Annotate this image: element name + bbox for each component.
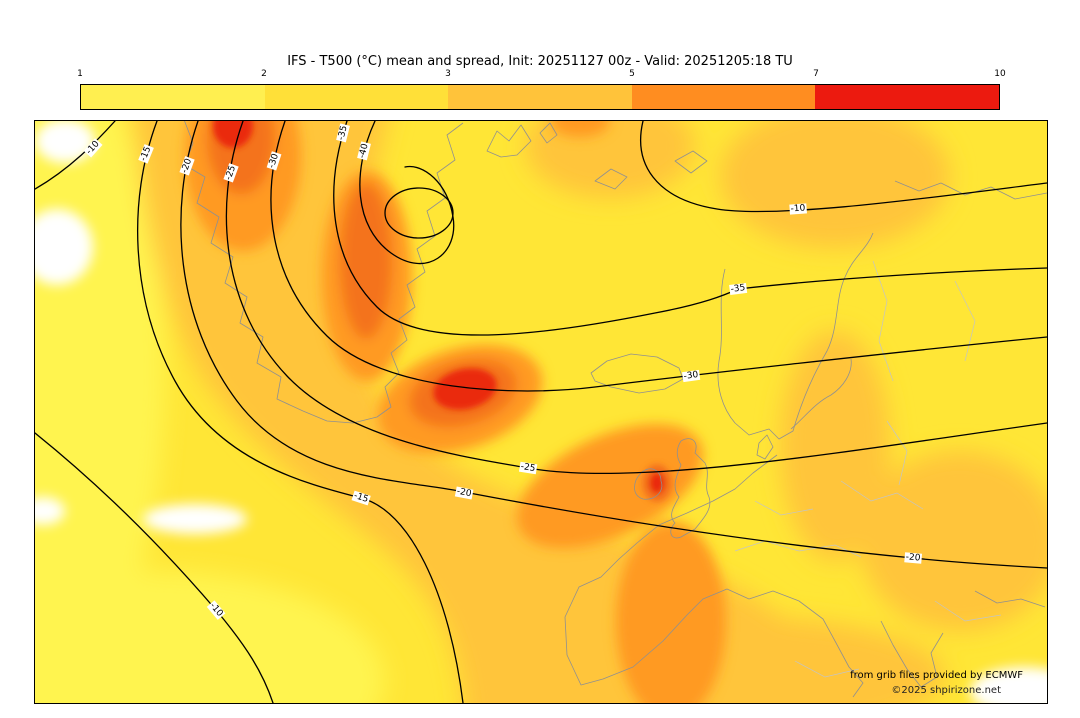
colorbar-segment (815, 85, 999, 109)
contour-minus15 (137, 121, 464, 703)
coast-europe (564, 454, 864, 698)
colorbar-ticks: 1 2 3 5 7 10 (77, 69, 1006, 80)
map-panel: -10 -15 -20 -25 -30 -35 -40 -10 -35 -30 -25 -20 -15-… (34, 120, 1048, 704)
contour-minus10-west (35, 121, 116, 190)
contour-minus25 (225, 121, 1047, 475)
contour-minus10-southwest (35, 432, 274, 703)
map-graphic (35, 121, 1047, 703)
colorbar-tick-label: 3 (445, 69, 451, 79)
colorbar-bar (80, 84, 1000, 110)
coast-scandinavia (717, 232, 874, 440)
credit-copyright: ©2025 shpirizone.net (891, 685, 1001, 696)
coast-svalbard (486, 124, 532, 158)
coast-britain (670, 438, 711, 539)
colorbar-tick-label: 7 (813, 69, 819, 79)
contour-minus10-northeast (640, 121, 1047, 213)
colorbar-segment (264, 85, 449, 109)
coastline-layer (184, 121, 1047, 698)
coast-ireland (634, 468, 663, 500)
colorbar-tick-label: 5 (629, 69, 635, 79)
coast-denmark (756, 434, 774, 460)
contour-minus30 (270, 121, 1047, 392)
border-layer (734, 260, 1002, 678)
colorbar-segment (631, 85, 816, 109)
colorbar-tick-label: 1 (77, 69, 83, 79)
colorbar-tick-label: 2 (261, 69, 267, 79)
contour-minus40 (359, 121, 455, 265)
page-title: IFS - T500 (°C) mean and spread, Init: 2… (287, 54, 793, 69)
coast-greenland (184, 121, 464, 424)
credit-ecmwf: from grib files provided by ECMWF (850, 670, 1023, 681)
colorbar-segment (448, 85, 632, 109)
spread-fill-layer (35, 121, 1047, 703)
contour-minus35 (333, 121, 1047, 336)
contour-minus40-core (384, 187, 454, 239)
colorbar-tick-label: 10 (994, 69, 1006, 79)
colorbar-segment (81, 85, 265, 109)
